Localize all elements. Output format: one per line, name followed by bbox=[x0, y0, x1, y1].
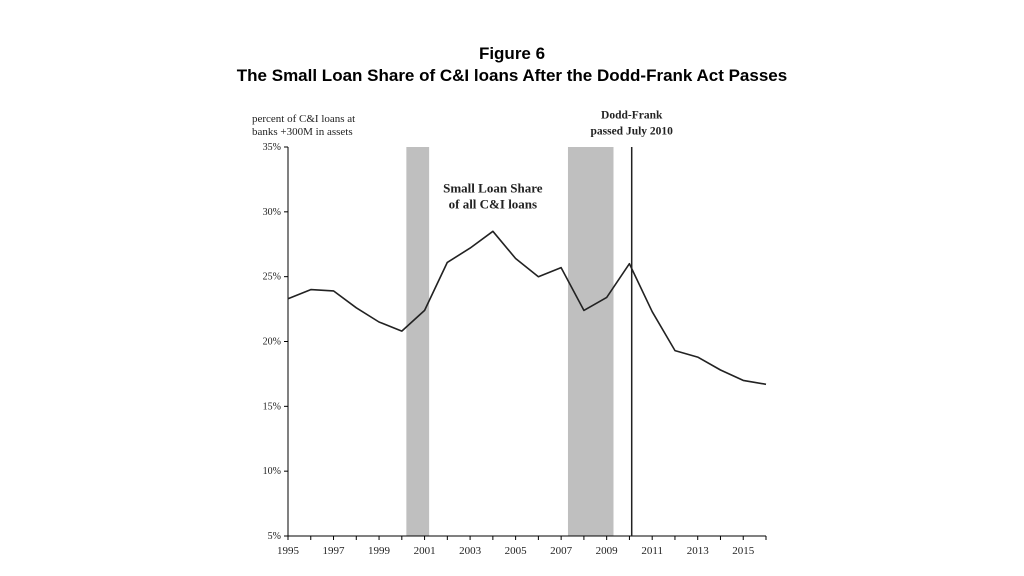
y-axis-label-line: banks +300M in assets bbox=[252, 126, 353, 138]
shaded-period-2 bbox=[567, 147, 614, 536]
figure-caption: The Small Loan Share of C&I loans After … bbox=[236, 66, 788, 85]
x-tick-label: 2007 bbox=[550, 545, 573, 557]
figure-number: Figure 6 bbox=[478, 44, 546, 63]
shaded-period-1 bbox=[406, 147, 430, 536]
y-tick-label: 15% bbox=[263, 401, 281, 412]
x-tick-label: 2011 bbox=[641, 545, 663, 557]
annotation-line: passed July 2010 bbox=[590, 125, 673, 137]
x-tick-label: 1999 bbox=[368, 545, 391, 557]
annotation-line: Small Loan Share bbox=[443, 180, 543, 195]
y-tick-label: 10% bbox=[263, 466, 281, 477]
series-lines bbox=[287, 230, 767, 386]
x-axis-ticks: 1995 1997 1999 2001 2003 2005 2007 2009 2011 2013… bbox=[277, 536, 767, 557]
y-axis-label-line: percent of C&I loans at bbox=[252, 113, 355, 125]
x-tick-label: 2003 bbox=[459, 545, 482, 557]
y-tick-label: 35% bbox=[263, 142, 281, 153]
annotation-line: of all C&I loans bbox=[449, 196, 537, 211]
x-tick-label: 2005 bbox=[505, 545, 528, 557]
x-tick-label: 1997 bbox=[323, 545, 346, 557]
x-tick-label: 2009 bbox=[596, 545, 619, 557]
y-tick-label: 25% bbox=[263, 272, 281, 283]
x-tick-label: 1995 bbox=[277, 545, 300, 557]
x-tick-label: 2013 bbox=[687, 545, 710, 557]
y-tick-label: 20% bbox=[263, 337, 281, 348]
y-axis-ticks: 5% 10% 15% 20% 25% 30% 35% bbox=[263, 142, 288, 542]
shaded-periods bbox=[406, 147, 614, 536]
x-tick-label: 2001 bbox=[414, 545, 436, 557]
series-line-small-loan-share bbox=[287, 230, 767, 386]
annotation-line: Dodd-Frank bbox=[601, 109, 663, 121]
x-tick-label: 2015 bbox=[732, 545, 755, 557]
y-tick-label: 30% bbox=[263, 207, 281, 218]
y-tick-label: 5% bbox=[268, 531, 281, 542]
